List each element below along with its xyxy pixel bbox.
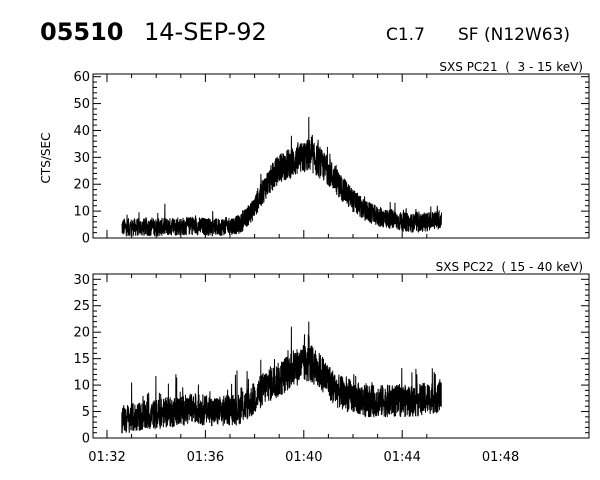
optical-class-location: SF (N12W63) xyxy=(458,25,570,45)
pc22-panel-title: SXS PC22 ( 15 - 40 keV) xyxy=(436,260,583,274)
x-tick-label: 01:48 xyxy=(482,450,519,465)
y-tick-label: 10 xyxy=(73,205,90,220)
y-tick-label: 5 xyxy=(82,405,90,420)
y-tick-label: 60 xyxy=(73,70,90,85)
y-tick-label: 20 xyxy=(73,178,90,193)
y-tick-label: 50 xyxy=(73,97,90,112)
event-id: 05510 xyxy=(40,18,124,46)
pc21-plot-frame xyxy=(92,73,590,239)
y-tick-label: 25 xyxy=(73,299,90,314)
y-tick-label: 30 xyxy=(73,151,90,166)
y-axis-label: CTS/SEC xyxy=(39,133,53,184)
pc21-axes: 0 10 20 30 40 50 60 xyxy=(73,70,589,247)
pc21-count-rate-trace xyxy=(121,116,442,237)
pc21-panel-title: SXS PC21 ( 3 - 15 keV) xyxy=(439,60,583,74)
pc22-panel: SXS PC22 ( 15 - 40 keV) 0 5 10 15 20 25 30 01:3… xyxy=(73,260,590,465)
x-tick-label: 01:36 xyxy=(187,450,224,465)
goes-class: C1.7 xyxy=(386,25,425,45)
event-date: 14-SEP-92 xyxy=(144,18,267,46)
y-tick-label: 30 xyxy=(73,273,90,288)
y-tick-label: 20 xyxy=(73,326,90,341)
x-tick-label: 01:40 xyxy=(285,450,322,465)
pc22-count-rate-trace xyxy=(121,321,442,434)
x-tick-label: 01:32 xyxy=(88,450,125,465)
pc21-panel: SXS PC21 ( 3 - 15 keV) CTS/SEC 0 10 20 30 40… xyxy=(39,60,590,247)
y-tick-label: 0 xyxy=(82,432,90,447)
pc22-axes: 0 5 10 15 20 25 30 01:32 01:36 01:40 01:44 01:48 xyxy=(73,273,589,465)
pc22-plot-frame xyxy=(92,273,590,439)
y-tick-label: 40 xyxy=(73,124,90,139)
x-tick-label: 01:44 xyxy=(383,450,420,465)
y-tick-label: 0 xyxy=(82,232,90,247)
y-tick-label: 10 xyxy=(73,379,90,394)
y-tick-label: 15 xyxy=(73,352,90,367)
